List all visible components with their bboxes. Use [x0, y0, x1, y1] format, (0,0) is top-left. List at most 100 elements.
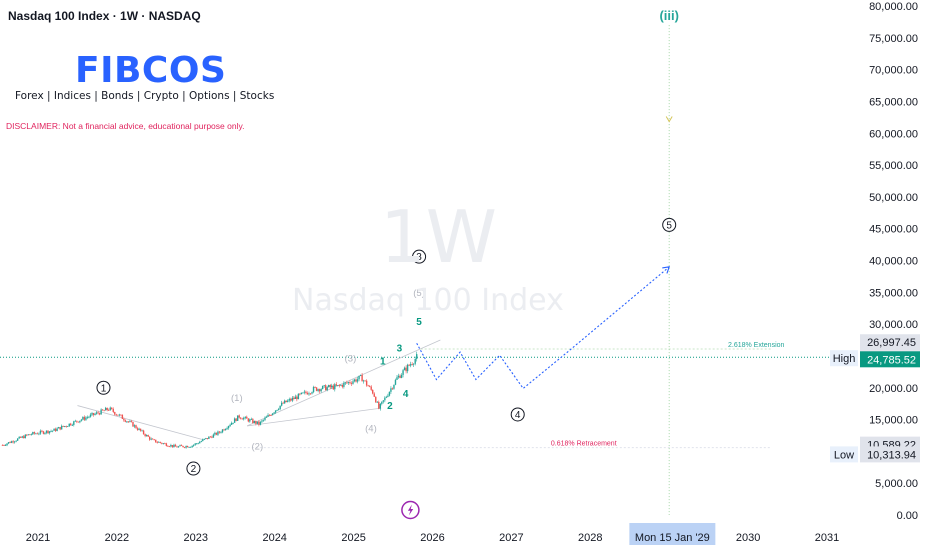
candle-body [258, 421, 260, 425]
candle-body [309, 393, 312, 395]
x-tick-label: 2023 [184, 532, 208, 544]
price-label-box [860, 351, 920, 368]
price-label-tag-box [830, 350, 858, 367]
candle-body [30, 434, 33, 436]
projection-layer [416, 266, 671, 390]
x-tick-label: 2022 [105, 532, 129, 544]
candle-body [103, 410, 105, 412]
candle-body [167, 445, 169, 447]
y-tick-label: 15,000.00 [869, 415, 918, 427]
candle-body [101, 409, 104, 411]
candle-body [45, 430, 48, 433]
candle-body [332, 385, 334, 390]
y-tick-label: 35,000.00 [869, 287, 918, 299]
candle-body [414, 358, 416, 364]
candle-body [268, 414, 271, 416]
candle-body [317, 389, 319, 391]
symbol-title[interactable]: Nasdaq 100 Index · 1W · NASDAQ [8, 9, 201, 23]
candle-body [144, 434, 146, 437]
candle-body [326, 387, 328, 391]
candle-body [291, 397, 294, 401]
candle-body [3, 445, 5, 446]
arrow-down-icon [665, 116, 673, 123]
candle-body [104, 407, 107, 411]
candle-body [179, 445, 181, 447]
candle-body [132, 422, 134, 427]
candle-body [77, 421, 80, 423]
candle-body [247, 418, 249, 422]
candle-body [337, 385, 339, 386]
candle-body [10, 441, 13, 443]
candle-body [44, 432, 46, 434]
candle-body [197, 443, 199, 445]
price-label-value: 24,785.52 [867, 354, 916, 366]
candle-body [352, 381, 354, 384]
candle-body [202, 439, 204, 442]
candle-body [94, 413, 96, 415]
candle-body [57, 427, 60, 429]
date-crosshair-label: Mon 15 Jan '29 [635, 532, 710, 544]
candle-body [349, 382, 351, 384]
candle-body [124, 420, 127, 422]
time-axis[interactable]: 2021202220232024202520262027202820292030… [26, 523, 839, 545]
candle-body [406, 364, 409, 372]
candle-body [394, 379, 397, 385]
candle-body [82, 416, 84, 420]
candle-body [331, 385, 333, 388]
candle-body [35, 433, 37, 435]
candle-body [148, 436, 151, 440]
candle-body [164, 443, 166, 445]
candle-body [98, 413, 101, 415]
candle-body [285, 400, 287, 403]
price-label-box [860, 446, 920, 463]
candle-body [100, 409, 102, 415]
candle-body [409, 364, 412, 366]
wave-circle [186, 461, 201, 476]
candle-body [130, 421, 133, 423]
y-tick-label: 70,000.00 [869, 65, 918, 77]
projection-arrow-icon [662, 266, 671, 274]
candle-body [324, 385, 327, 391]
candle-body [142, 430, 145, 435]
candle-body [299, 393, 301, 395]
candle-body [318, 389, 321, 392]
candle-body [33, 432, 36, 434]
candle-body [182, 445, 184, 448]
candle-body [370, 386, 372, 390]
candle-body [356, 379, 359, 382]
candle-body [347, 382, 350, 384]
candle-body [400, 374, 403, 378]
candle-body [112, 409, 114, 412]
candle-body [180, 445, 183, 447]
x-tick-label: 2024 [262, 532, 286, 544]
candle-body [153, 439, 155, 441]
candle-body [250, 419, 253, 420]
candle-body [265, 416, 268, 418]
candle-body [150, 438, 152, 440]
candle-body [412, 363, 415, 365]
candle-body [255, 421, 257, 424]
candle-body [173, 444, 175, 447]
price-axis[interactable]: 0.005,000.0010,000.0015,000.0020,000.002… [830, 1, 920, 522]
candle-body [23, 436, 25, 439]
candle-body [185, 446, 187, 448]
y-tick-label: 45,000.00 [869, 224, 918, 236]
candle-body [320, 389, 322, 392]
candle-body [361, 374, 363, 382]
candle-body [238, 415, 240, 418]
candle-body [62, 425, 64, 427]
candle-body [188, 446, 190, 448]
candle-body [36, 433, 39, 435]
y-tick-label: 5,000.00 [875, 478, 918, 490]
candle-body [344, 382, 347, 384]
candle-body [393, 384, 395, 389]
wave-circle [510, 407, 525, 422]
candle-body [329, 385, 331, 388]
candle-body [385, 396, 388, 398]
candle-body [252, 419, 254, 424]
y-tick-label: 50,000.00 [869, 192, 918, 204]
candle-body [402, 370, 404, 375]
candle-body [135, 425, 137, 429]
